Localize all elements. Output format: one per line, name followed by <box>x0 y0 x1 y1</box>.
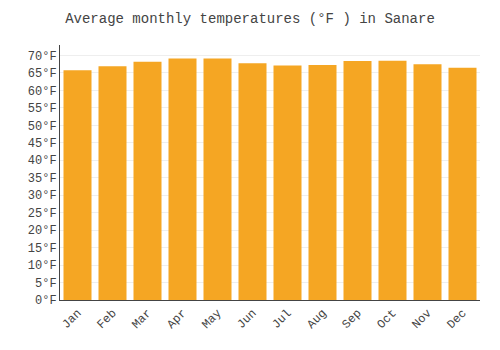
svg-text:5°F: 5°F <box>35 277 57 291</box>
svg-text:Nov: Nov <box>409 307 434 332</box>
svg-text:45°F: 45°F <box>28 137 57 151</box>
svg-text:Average monthly temperatures (: Average monthly temperatures (°F ) in Sa… <box>65 11 435 27</box>
svg-text:20°F: 20°F <box>28 224 57 238</box>
svg-text:25°F: 25°F <box>28 207 57 221</box>
svg-text:0°F: 0°F <box>35 294 57 308</box>
svg-text:55°F: 55°F <box>28 102 57 116</box>
svg-text:70°F: 70°F <box>28 50 57 64</box>
svg-text:Aug: Aug <box>304 307 329 332</box>
svg-text:Jun: Jun <box>234 307 259 332</box>
svg-text:Feb: Feb <box>94 307 119 332</box>
svg-text:50°F: 50°F <box>28 120 57 134</box>
svg-text:15°F: 15°F <box>28 242 57 256</box>
svg-text:10°F: 10°F <box>28 259 57 273</box>
svg-text:Apr: Apr <box>164 307 189 332</box>
svg-text:Jan: Jan <box>59 307 84 332</box>
svg-text:Dec: Dec <box>444 307 469 332</box>
svg-text:Mar: Mar <box>129 307 154 332</box>
svg-text:Oct: Oct <box>374 307 399 332</box>
svg-text:65°F: 65°F <box>28 67 57 81</box>
svg-text:40°F: 40°F <box>28 154 57 168</box>
svg-text:Jul: Jul <box>269 307 294 332</box>
svg-text:May: May <box>199 307 224 332</box>
svg-text:60°F: 60°F <box>28 85 57 99</box>
svg-text:35°F: 35°F <box>28 172 57 186</box>
svg-text:30°F: 30°F <box>28 189 57 203</box>
svg-text:Sep: Sep <box>339 307 364 332</box>
